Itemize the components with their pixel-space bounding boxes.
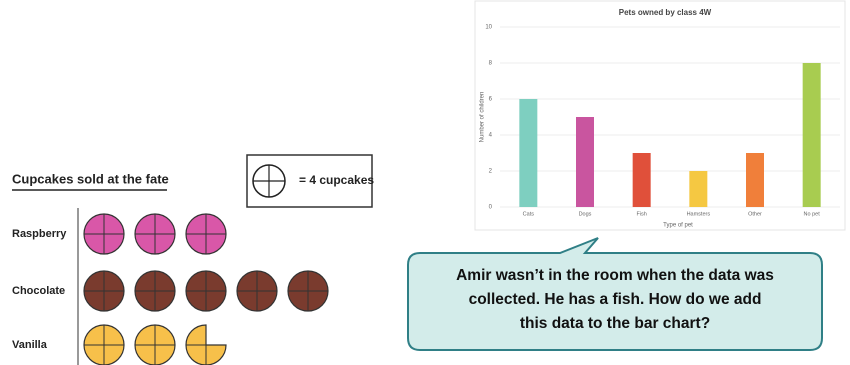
x-axis-label: Type of pet [663, 223, 693, 229]
x-tick-label: No pet [804, 211, 821, 217]
x-tick-label: Fish [636, 211, 646, 217]
cupcake-icon [83, 213, 125, 255]
bar [576, 117, 594, 207]
callout-line: Amir wasn’t in the room when the data wa… [456, 267, 774, 284]
bar [802, 63, 821, 207]
bar-chart-title: Pets owned by class 4W [619, 8, 712, 17]
cupcake-icon [134, 213, 176, 255]
x-tick-label: Other [748, 211, 762, 217]
bar [632, 153, 651, 207]
y-tick-label: 8 [489, 61, 493, 67]
x-tick-label: Dogs [579, 211, 592, 217]
bar [746, 153, 764, 207]
callout-line: collected. He has a fish. How do we add [469, 291, 762, 308]
pictogram-title: Cupcakes sold at the fate [12, 171, 169, 186]
cupcake-icon [185, 324, 227, 365]
row-label: Chocolate [12, 285, 65, 297]
key-icon [252, 164, 286, 198]
y-tick-label: 2 [489, 169, 493, 175]
y-axis-label: Number of children [480, 92, 486, 143]
icon-shape [185, 324, 227, 365]
y-tick-label: 10 [485, 25, 492, 31]
cupcake-icon [83, 270, 125, 312]
bar [519, 99, 538, 207]
key-label: = 4 cupcakes [299, 173, 374, 187]
icon-row [83, 213, 227, 255]
cupcake-icon [83, 324, 125, 365]
cupcake-icon [185, 270, 227, 312]
icon-row [83, 324, 227, 365]
y-tick-label: 4 [489, 133, 493, 139]
x-tick-label: Cats [523, 211, 535, 217]
y-tick-label: 6 [489, 97, 493, 103]
row-label: Vanilla [12, 339, 48, 351]
y-tick-label: 0 [489, 205, 493, 211]
callout: Amir wasn’t in the room when the data wa… [407, 237, 823, 351]
cupcake-icon [236, 270, 278, 312]
row-label: Raspberry [12, 228, 67, 240]
cupcake-icon [134, 270, 176, 312]
key-box [246, 154, 373, 208]
bar [689, 171, 708, 207]
cupcake-icon [185, 213, 227, 255]
x-tick-label: Hamsters [687, 211, 711, 217]
icon-row [83, 270, 329, 312]
pictogram: Raspberry Chocolate Vanilla [12, 213, 329, 365]
cupcake-icon [134, 324, 176, 365]
cupcake-icon [287, 270, 329, 312]
callout-line: this data to the bar chart? [520, 315, 710, 332]
bar-chart: 0 2 4 6 8 10 Cats Dogs Fish Hamsters Other No pet [485, 25, 840, 217]
